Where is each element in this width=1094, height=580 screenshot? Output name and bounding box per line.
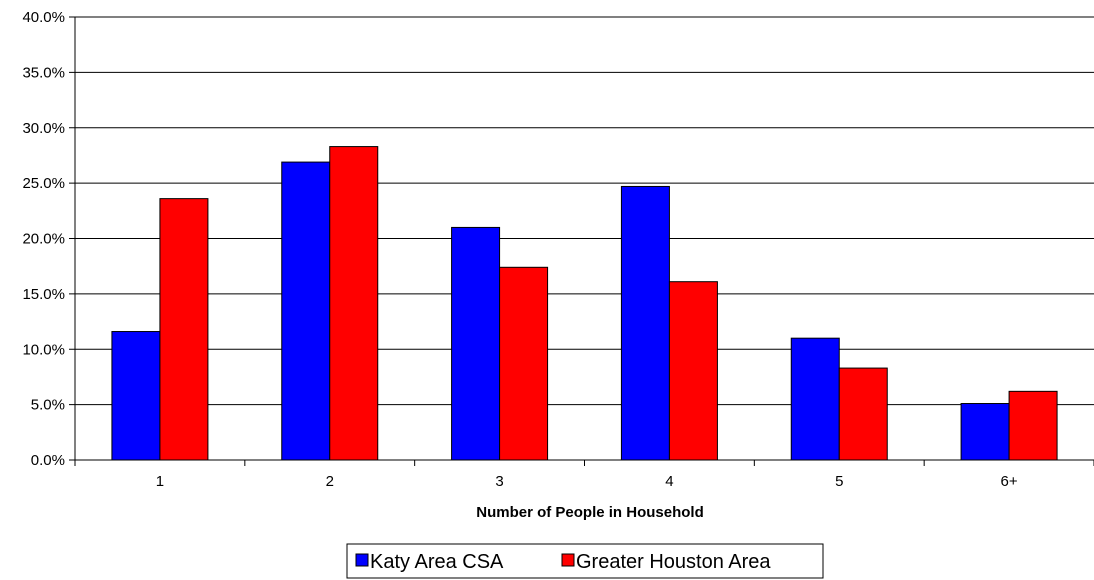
- legend-swatch-houston: [561, 553, 575, 567]
- bar-katy-6+: [960, 403, 1010, 461]
- y-tick-label: 30.0%: [22, 120, 65, 137]
- y-tick-label: 40.0%: [22, 9, 65, 26]
- bar-houston-6+: [1008, 390, 1058, 461]
- x-tick-label: 1: [156, 473, 164, 490]
- x-axis-title: Number of People in Household: [476, 504, 704, 521]
- y-tick-label: 35.0%: [22, 64, 65, 81]
- bar-katy-4: [620, 185, 670, 461]
- y-tick-label: 25.0%: [22, 175, 65, 192]
- bar-houston-1: [159, 198, 209, 461]
- bar-katy-2: [281, 161, 331, 461]
- bar-houston-4: [668, 281, 718, 461]
- bar-houston-3: [499, 266, 549, 461]
- legend-label-katy: Katy Area CSA: [370, 551, 504, 573]
- x-tick-label: 5: [835, 473, 843, 490]
- legend-label-houston: Greater Houston Area: [576, 551, 771, 573]
- bar-katy-5: [790, 337, 840, 461]
- bars: [111, 146, 1058, 461]
- bar-katy-1: [111, 331, 161, 461]
- y-tick-label: 10.0%: [22, 341, 65, 358]
- axes: [69, 16, 1094, 466]
- legend-swatch-katy: [355, 553, 369, 567]
- x-tick-label: 4: [665, 473, 673, 490]
- y-tick-label: 15.0%: [22, 286, 65, 303]
- bar-katy-3: [451, 226, 501, 461]
- x-tick-label: 6+: [1001, 473, 1018, 490]
- gridlines: [75, 16, 1094, 406]
- y-tick-label: 0.0%: [31, 452, 65, 469]
- x-tick-label: 3: [495, 473, 503, 490]
- bar-houston-5: [838, 367, 888, 461]
- y-tick-label: 20.0%: [22, 231, 65, 248]
- legend: Katy Area CSA Greater Houston Area: [346, 543, 824, 579]
- x-tick-labels: 1 2 3 4 5 6+: [156, 473, 1018, 490]
- y-tick-labels: 0.0% 5.0% 10.0% 15.0% 20.0% 25.0% 30.0% 35.0% 40…: [22, 9, 65, 469]
- x-tick-label: 2: [326, 473, 334, 490]
- legend-box: [346, 543, 824, 579]
- bar-houston-2: [329, 146, 379, 461]
- y-tick-label: 5.0%: [31, 397, 65, 414]
